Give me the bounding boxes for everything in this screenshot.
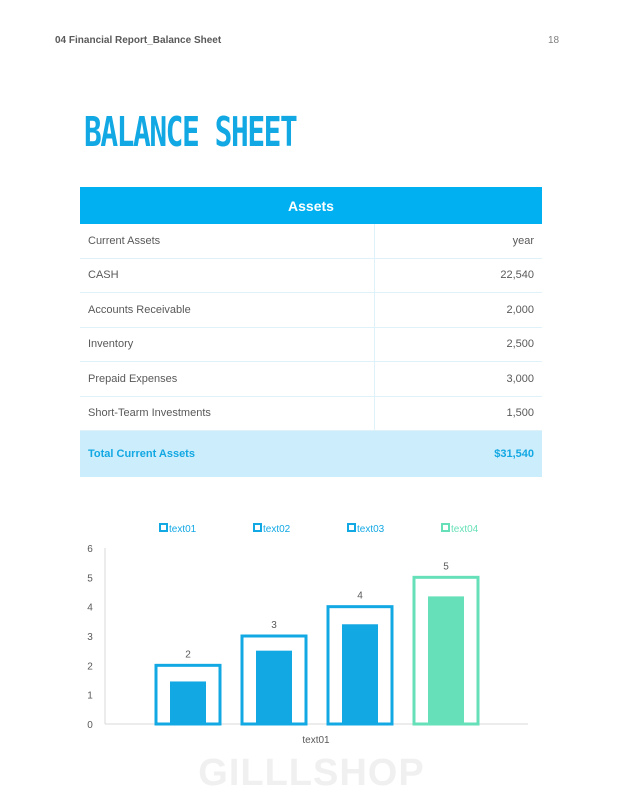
table-cell-label: Short-Tearm Investments (80, 396, 375, 430)
table-row: Prepaid Expenses 3,000 (80, 362, 542, 397)
table-cell-value: 2,500 (506, 338, 534, 351)
table-header-row: Current Assets year (80, 224, 542, 259)
table-cell-value: 1,500 (506, 407, 534, 420)
bar (342, 624, 378, 724)
page-title: Balance Sheet (84, 108, 298, 156)
header-title: 04 Financial Report_Balance Sheet (55, 35, 222, 46)
table-row: Inventory 2,500 (80, 327, 542, 362)
assets-bar-chart: 0 1 2 3 4 5 6 text01 text02 text03 text04 2 3 4 5 text0… (87, 523, 528, 746)
total-label: Total Current Assets (88, 448, 195, 460)
table-cell-label: Inventory (80, 327, 375, 361)
table-cell-value: year (512, 234, 534, 247)
y-tick-label: 4 (87, 603, 93, 614)
table-cell-value: 2,000 (506, 303, 534, 316)
y-tick-label: 5 (87, 573, 93, 584)
legend-marker (347, 523, 356, 532)
bar (256, 650, 292, 724)
y-tick-label: 3 (87, 632, 93, 643)
data-label: 4 (357, 591, 363, 602)
y-tick-label: 0 (87, 720, 93, 731)
y-tick-label: 6 (87, 544, 93, 555)
legend-label: text04 (451, 524, 479, 535)
data-label: 5 (443, 561, 449, 572)
table-cell-value: 3,000 (506, 372, 534, 385)
table-cell-label: Prepaid Expenses (80, 362, 375, 396)
assets-table: Assets Current Assets year CASH 22,540 A… (80, 187, 542, 477)
watermark: GILLLSHOP (198, 752, 425, 794)
page-number: 18 (548, 35, 560, 46)
x-tick-label: text01 (302, 735, 330, 746)
table-cell-value: 22,540 (500, 269, 534, 282)
legend-marker (253, 523, 262, 532)
table-cell-label: CASH (80, 258, 375, 292)
table-row: CASH 22,540 (80, 258, 542, 293)
y-tick-label: 1 (87, 691, 93, 702)
y-tick-label: 2 (87, 661, 93, 672)
legend-label: text03 (357, 524, 385, 535)
legend-marker (441, 523, 450, 532)
table-cell-label: Accounts Receivable (80, 293, 375, 327)
legend-label: text02 (263, 524, 291, 535)
data-label: 2 (185, 649, 191, 660)
data-label: 3 (271, 620, 277, 631)
table-row: Short-Tearm Investments 1,500 (80, 396, 542, 431)
bar (428, 596, 464, 724)
table-row: Accounts Receivable 2,000 (80, 293, 542, 328)
legend-label: text01 (169, 524, 197, 535)
table-cell-label: Current Assets (80, 224, 375, 258)
bar (170, 681, 206, 724)
total-value: $31,540 (494, 448, 534, 460)
table-total-row: Total Current Assets $31,540 (80, 431, 542, 477)
table-title: Assets (80, 187, 542, 224)
legend-marker (159, 523, 168, 532)
